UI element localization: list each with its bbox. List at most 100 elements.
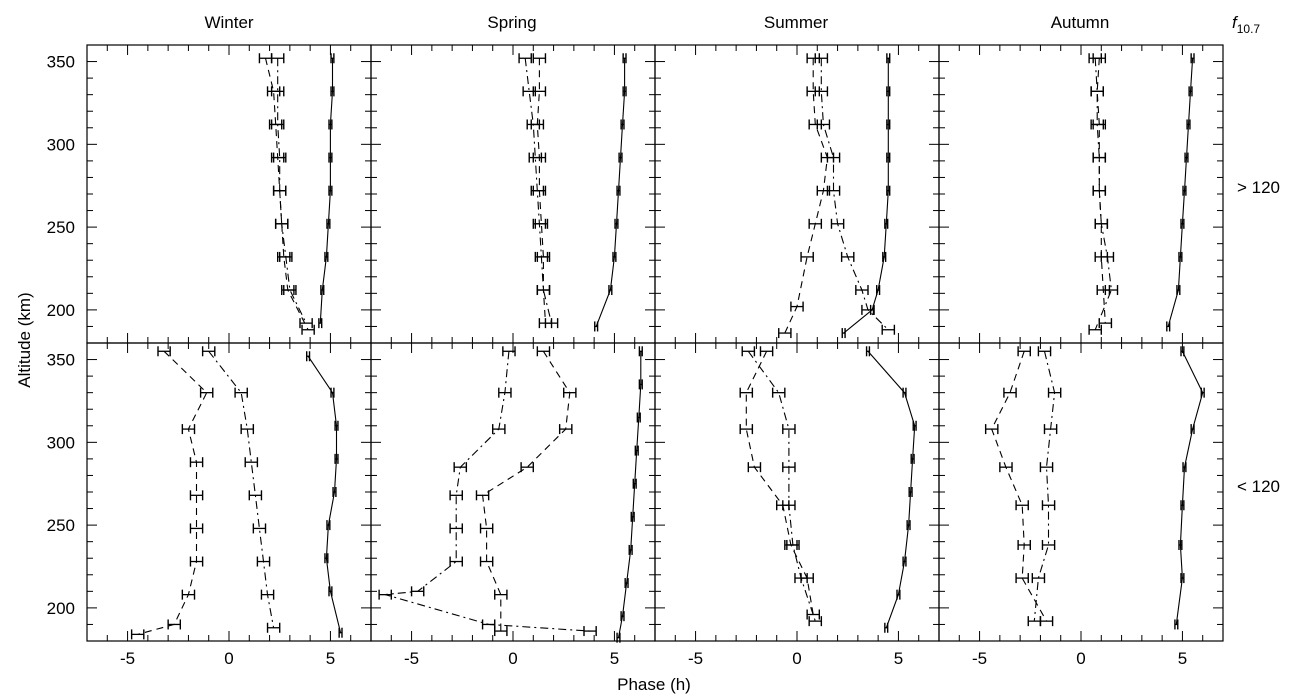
panel: -5 0 5 (370, 342, 656, 668)
data-point-dashed (739, 424, 754, 435)
data-point-solid (884, 622, 889, 633)
data-point-dashdot (1088, 324, 1102, 335)
data-point-dashed (536, 346, 551, 357)
data-point-dashdot (826, 185, 841, 196)
data-point-dashed (130, 629, 145, 640)
data-point-dashed (1015, 500, 1029, 511)
data-point-dashdot (530, 185, 545, 196)
row-label-top: > 120 (1237, 178, 1280, 197)
x-tick-label: -5 (120, 649, 135, 668)
data-point-dashdot (840, 251, 855, 262)
data-point-solid (876, 285, 881, 296)
data-point-solid (912, 420, 917, 431)
series-line-solid (1175, 351, 1204, 625)
data-point-dashdot (1041, 500, 1056, 511)
x-tick-label: 5 (326, 649, 335, 668)
data-point-dashdot (528, 152, 543, 163)
data-point-solid (886, 152, 891, 163)
panel (938, 44, 1224, 344)
data-point-dashdot (378, 589, 392, 600)
data-point-dashdot (532, 218, 547, 229)
data-point-solid (886, 86, 891, 97)
data-point-dashdot (741, 346, 756, 357)
series-line-dashdot (1033, 351, 1056, 622)
data-point-solid (612, 251, 617, 262)
y-tick-label: 200 (47, 599, 75, 618)
data-point-solid (616, 185, 621, 196)
y-tick-label: 350 (47, 53, 75, 72)
row-header-f107: f10.7 (1232, 13, 1260, 36)
data-point-dashed (479, 523, 494, 534)
data-point-solid (632, 478, 637, 489)
data-point-dashdot (256, 556, 271, 567)
data-point-dashdot (240, 424, 255, 435)
data-point-solid (1180, 500, 1185, 511)
data-point-solid (1176, 285, 1181, 296)
data-point-dashdot (583, 626, 597, 637)
data-point-dashdot (814, 53, 829, 64)
data-point-dashdot (270, 86, 285, 97)
data-point-solid (896, 589, 901, 600)
data-point-dashdot (826, 152, 841, 163)
data-point-solid (594, 321, 599, 332)
series-line-dashdot (747, 350, 816, 622)
data-point-solid (1186, 119, 1191, 130)
data-point-solid (332, 487, 337, 497)
data-point-dashed (800, 251, 814, 262)
x-tick-label: 5 (1178, 649, 1187, 668)
data-point-dashdot (782, 424, 796, 435)
data-point-dashdot (1092, 185, 1107, 196)
data-point-solid (320, 285, 325, 296)
row-label-bottom: < 120 (1237, 477, 1280, 496)
data-point-dashdot (299, 318, 313, 329)
data-point-solid (326, 218, 331, 229)
data-point-dashdot (782, 500, 796, 511)
data-point-solid (620, 119, 625, 130)
data-point-dashed (984, 424, 999, 435)
data-point-dashed (778, 328, 792, 339)
data-point-dashdot (1092, 152, 1107, 163)
data-point-solid (622, 86, 627, 97)
data-point-solid (636, 412, 641, 423)
data-point-dashdot (816, 119, 831, 130)
data-point-dashdot (861, 304, 875, 315)
data-point-dashed (181, 589, 196, 600)
data-point-solid (1174, 619, 1179, 630)
data-point-solid (1180, 346, 1185, 357)
data-point-dashed (181, 424, 196, 435)
data-point-dashdot (1090, 86, 1105, 97)
data-point-solid (618, 152, 623, 163)
data-point-solid (1166, 321, 1171, 332)
data-point-dashed (532, 53, 547, 64)
data-point-dashed (167, 619, 182, 630)
data-point-dashdot (544, 318, 559, 329)
data-point-solid (328, 586, 333, 597)
data-point-dashdot (492, 424, 506, 435)
data-point-solid (1180, 573, 1185, 584)
data-point-dashdot (522, 86, 537, 97)
panel (370, 44, 656, 344)
data-point-dashed (479, 556, 494, 567)
data-point-dashed (1017, 346, 1031, 357)
season-label: Summer (764, 13, 829, 32)
data-point-dashdot (279, 251, 293, 262)
panel: 200 250 300 350 (47, 44, 372, 344)
data-point-dashed (189, 556, 204, 567)
data-point-dashed (999, 462, 1013, 473)
data-point-dashdot (274, 218, 289, 229)
data-point-solid (608, 285, 613, 296)
data-point-dashdot (453, 462, 468, 473)
data-point-dashdot (252, 523, 267, 534)
y-axis-label: Altitude (km) (15, 292, 34, 387)
data-point-dashdot (1031, 573, 1046, 584)
panel: -5 0 5 (938, 342, 1224, 668)
data-point-dashdot (1100, 251, 1115, 262)
data-point-solid (1200, 387, 1205, 398)
data-point-dashdot (270, 119, 285, 130)
data-point-solid (324, 553, 329, 564)
x-tick-label: 5 (610, 649, 619, 668)
season-label: Winter (204, 13, 253, 32)
panel-frame (370, 342, 656, 642)
data-point-solid (886, 53, 891, 64)
data-point-solid (1188, 86, 1193, 97)
